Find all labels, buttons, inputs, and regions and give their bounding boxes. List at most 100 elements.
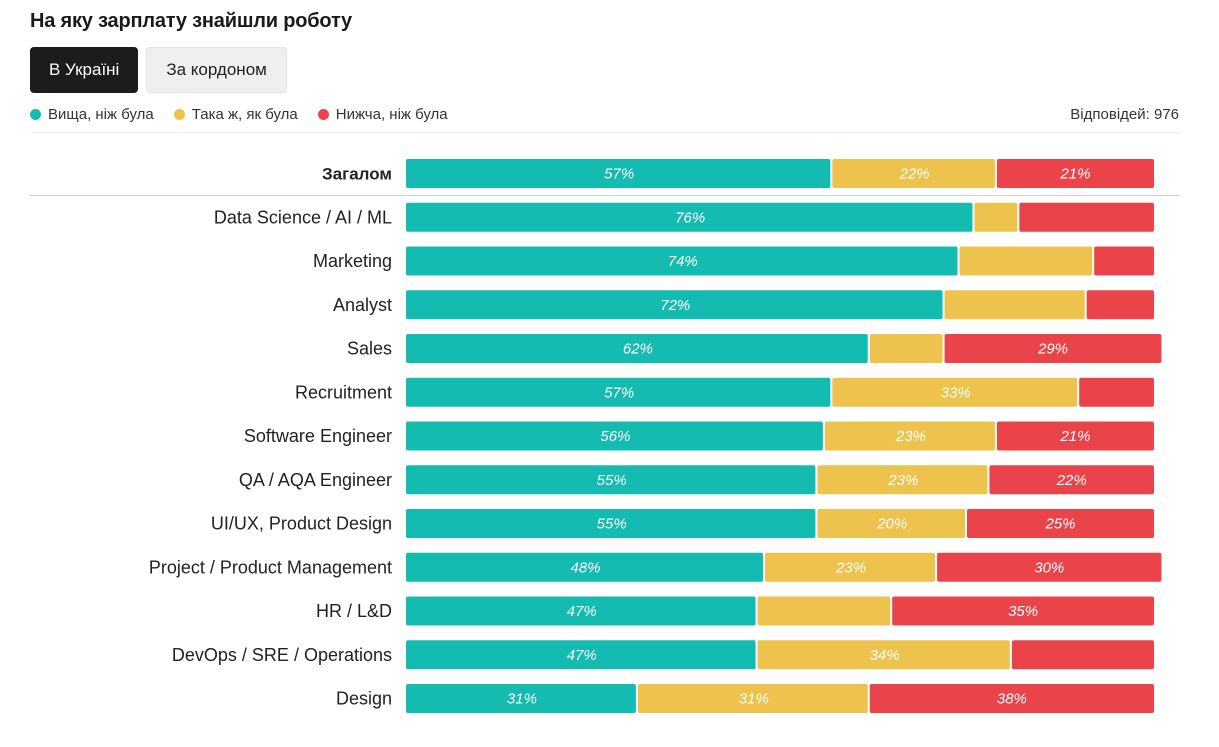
bar-segment-lower[interactable] [1079,377,1154,407]
data-label: 72% [660,297,690,314]
tab-abroad[interactable]: За кордоном [146,47,287,93]
category-label: Data Science / AI / ML [214,207,392,227]
data-label: 30% [1034,559,1064,576]
data-label: 23% [895,428,926,445]
legend-dot-lower [317,109,329,120]
bar-segment-higher[interactable] [406,334,868,363]
data-label: 21% [1059,166,1090,183]
bar-segment-same[interactable] [959,246,1093,276]
bar-segment-lower[interactable] [1011,640,1154,670]
bar-segment-higher[interactable] [406,465,816,495]
data-label: 57% [604,166,634,183]
bar-segment-higher[interactable] [406,552,764,582]
bar-segment-same[interactable] [757,640,1010,670]
data-label: 21% [1059,428,1090,445]
bar-segment-higher[interactable] [406,202,973,232]
bar-segment-higher[interactable] [406,246,958,276]
data-label: 23% [835,559,866,576]
bar-segment-same[interactable] [974,202,1018,232]
legend-label-higher: Вища, ніж була [48,106,154,123]
bar-segment-same[interactable] [765,552,936,582]
data-label: 25% [1044,516,1075,533]
legend-dot-same [173,109,185,120]
divider-overall [30,195,1180,196]
category-label: Project / Product Management [149,557,392,577]
bar-segment-same[interactable] [944,290,1085,320]
legend-label-lower: Нижча, ніж була [335,106,448,123]
responses-count: Відповідей: 976 [1070,106,1179,123]
category-label: Software Engineer [244,426,392,446]
bar-segment-same[interactable] [832,159,995,188]
data-label: 33% [941,384,971,401]
bar-segment-lower[interactable] [1086,290,1154,320]
data-label: 23% [887,472,918,489]
data-label: 22% [1056,472,1087,489]
data-label: 35% [1008,603,1038,620]
category-label: UI/UX, Product Design [211,514,392,534]
bar-segment-lower[interactable] [1019,202,1154,232]
bar-segment-lower[interactable] [989,465,1154,495]
bar-segment-higher[interactable] [406,684,636,713]
category-label: QA / AQA Engineer [239,470,392,490]
category-label: Analyst [333,295,392,315]
category-label: Recruitment [295,382,392,402]
bar-segment-higher[interactable] [406,596,756,626]
data-label: 22% [899,166,930,183]
category-label: Marketing [313,251,392,271]
bar-segment-same[interactable] [757,596,891,626]
data-label: 76% [675,209,705,226]
bar-segment-lower[interactable] [869,684,1154,713]
bar-segment-same[interactable] [817,465,988,495]
data-label: 20% [876,516,907,533]
bar-segment-lower[interactable] [937,552,1162,582]
data-label: 57% [604,384,634,401]
data-label: 38% [997,691,1027,708]
bar-segment-higher[interactable] [406,290,943,320]
tab-bar: В Україні За кордоном [30,47,287,93]
tab-ukraine[interactable]: В Україні [30,47,139,93]
bar-segment-higher[interactable] [406,377,831,407]
legend-item-same: Така ж, як була [173,106,298,123]
bar-segment-same[interactable] [817,509,965,538]
bar-segment-same[interactable] [832,377,1078,407]
data-label: 47% [567,603,597,620]
legend-item-higher: Вища, ніж була [30,106,154,123]
bar-segment-higher[interactable] [406,640,756,670]
bar-segment-lower[interactable] [996,421,1154,451]
bar-segment-lower[interactable] [967,509,1154,538]
divider-top [30,132,1180,133]
data-label: 62% [623,341,653,358]
legend-item-lower: Нижча, ніж була [317,106,448,123]
bar-segment-lower[interactable] [944,334,1162,363]
bar-segment-lower[interactable] [996,159,1154,188]
bar-segment-higher[interactable] [406,421,823,451]
data-label: 29% [1037,341,1068,358]
chart-title: На яку зарплату знайшли роботу [30,10,352,32]
bar-segment-same[interactable] [869,334,943,363]
category-label: HR / L&D [316,601,392,621]
bar-segment-lower[interactable] [892,596,1154,626]
data-label: 48% [571,559,601,576]
data-label: 31% [507,691,537,708]
legend-dot-higher [30,109,41,120]
category-label: DevOps / SRE / Operations [172,645,392,665]
data-label: 31% [739,691,769,708]
category-label: Design [336,689,392,709]
category-label: Sales [347,339,392,359]
data-label: 55% [597,516,627,533]
data-label: 47% [567,647,597,664]
bar-segment-higher[interactable] [406,159,831,188]
data-label: 55% [597,472,627,489]
bar-segment-lower[interactable] [1094,246,1154,276]
legend: Вища, ніж була Така ж, як була Нижча, ні… [30,106,448,123]
data-label: 56% [600,428,630,445]
bar-segment-same[interactable] [824,421,995,451]
category-label: Загалом [322,165,392,184]
bar-segment-higher[interactable] [406,509,816,538]
legend-label-same: Така ж, як була [191,106,298,123]
data-label: 34% [870,647,900,664]
data-label: 74% [668,253,698,270]
bar-segment-same[interactable] [637,684,868,713]
